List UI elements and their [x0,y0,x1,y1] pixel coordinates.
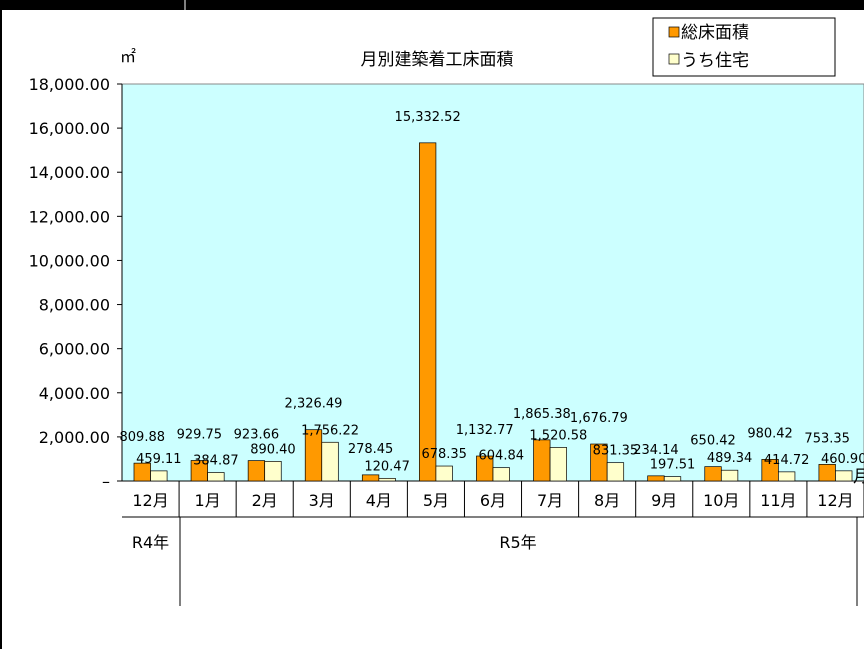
category-label: 10月 [703,491,739,510]
data-label-housing: 120.47 [364,459,410,474]
y-tick-label: 16,000.00 [29,119,110,138]
bar-total [247,460,266,482]
data-label-housing: 459.11 [136,452,182,467]
bar-housing [835,470,853,482]
data-label-total: 929.75 [177,427,223,442]
data-label-housing: 678.35 [421,447,467,462]
category-label: 2月 [252,491,278,510]
bar-total [761,459,779,482]
bar-housing [720,469,739,482]
y-tick-label: 2,000.00 [39,428,110,447]
data-label-total: 15,332.52 [395,110,461,125]
legend: 総床面積 うち住宅 [652,17,836,77]
y-tick-label: – [102,472,110,491]
data-label-housing: 831.35 [593,444,639,459]
data-label-housing: 460.90 [821,452,864,467]
bar-housing [378,477,396,482]
y-tick-label: 6,000.00 [39,340,110,359]
category-label: 3月 [309,491,335,510]
left-border [0,10,2,649]
bar-housing [549,447,567,482]
category-label: 6月 [480,491,506,510]
category-label: 5月 [423,491,449,510]
data-label-total: 1,676.79 [570,411,628,426]
data-label-housing: 197.51 [650,458,696,473]
bar-housing [264,461,282,482]
bar-housing [207,472,225,482]
category-label: 9月 [651,491,677,510]
bar-housing [663,476,682,482]
bar-total [533,439,551,482]
unit-label: ㎡ [120,47,136,66]
y-tick-label: 4,000.00 [39,384,110,403]
data-label-housing: 604.84 [479,449,525,464]
y-tick-label: 8,000.00 [39,296,110,315]
category-label: 4月 [366,491,392,510]
bar-housing [435,465,453,482]
category-label: 11月 [760,491,796,510]
category-cells: 12月 1月 2月 3月 4月 5月 6月 7月 8月 9月 10月 11月 12月 [132,481,864,517]
legend-swatch-total [668,26,680,38]
bar-housing [778,471,796,482]
legend-box [652,17,836,77]
y-tick-label: 10,000.00 [29,251,110,270]
data-label-total: 923.66 [234,428,280,443]
data-label-housing: 489.34 [707,451,753,466]
data-label-housing: 890.40 [250,442,296,457]
y-tick-label: 18,000.00 [29,75,110,94]
plot-area [121,83,864,482]
data-label-housing: 384.87 [193,454,239,469]
category-label: 12月 [817,491,853,510]
bar-housing [150,470,168,482]
data-label-total: 1,865.38 [513,407,571,422]
data-label-total: 809.88 [120,430,166,445]
group-label-r5: R5年 [499,533,536,552]
data-label-housing: 1,756.22 [301,423,359,438]
chart-title: 月別建築着工床面積 [361,50,514,70]
category-label: 12月 [132,491,168,510]
legend-swatch-housing [668,53,680,65]
data-label-housing: 1,520.58 [529,428,587,443]
category-label: 1月 [195,491,221,510]
data-label-total: 278.45 [348,442,394,457]
top-border [0,0,864,10]
bar-housing [321,441,339,482]
y-axis-ticks: – 2,000.00 4,000.00 6,000.00 8,000.00 10,000.… [29,75,122,491]
bar-total [419,142,437,482]
bar-total [190,460,208,482]
data-label-total: 650.42 [690,434,736,449]
data-label-total: 753.35 [804,431,850,446]
bar-total [818,464,836,482]
category-label: 8月 [594,491,620,510]
bar-total [704,466,722,482]
data-label-total: 234.14 [633,443,679,458]
group-label-r4: R4年 [132,533,169,552]
y-tick-label: 12,000.00 [29,207,110,226]
bar-total [647,475,665,482]
bar-total [361,474,380,482]
data-label-total: 980.42 [747,426,793,441]
data-label-total: 1,132.77 [456,423,514,438]
bar-housing [492,467,510,482]
y-tick-label: 14,000.00 [29,163,110,182]
legend-label-total: 総床面積 [681,23,749,43]
legend-label-housing: うち住宅 [681,51,749,71]
bar-housing [606,462,625,482]
data-label-housing: 414.72 [764,453,810,468]
category-label: 7月 [537,491,563,510]
x-axis-suffix: 月 [853,467,864,487]
data-label-total: 2,326.49 [285,397,343,412]
